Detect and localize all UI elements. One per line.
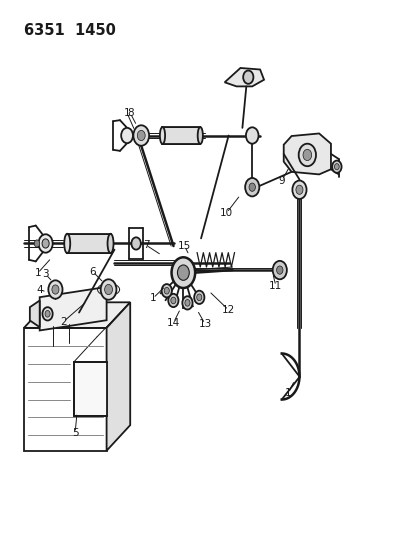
Circle shape: [245, 178, 258, 196]
Text: 13: 13: [198, 319, 211, 329]
Text: 11: 11: [269, 281, 282, 291]
Text: 5: 5: [72, 428, 78, 438]
Polygon shape: [106, 302, 130, 451]
Polygon shape: [24, 328, 106, 451]
Circle shape: [295, 185, 302, 195]
Polygon shape: [224, 68, 263, 86]
Text: 1: 1: [149, 293, 156, 303]
Circle shape: [133, 125, 149, 146]
Circle shape: [302, 149, 311, 160]
Text: 8: 8: [127, 108, 133, 118]
Circle shape: [248, 183, 255, 191]
Circle shape: [292, 181, 306, 199]
Circle shape: [334, 164, 338, 170]
Circle shape: [104, 285, 112, 295]
Text: 10: 10: [220, 208, 233, 218]
Polygon shape: [24, 302, 130, 328]
Circle shape: [52, 285, 59, 294]
Text: 14: 14: [166, 318, 180, 328]
Ellipse shape: [197, 127, 202, 144]
Circle shape: [42, 239, 49, 248]
Circle shape: [131, 237, 141, 249]
Circle shape: [194, 290, 204, 304]
Ellipse shape: [64, 234, 70, 253]
Circle shape: [331, 160, 341, 173]
Circle shape: [171, 257, 195, 288]
Text: 12: 12: [221, 305, 235, 315]
Circle shape: [43, 307, 52, 320]
Circle shape: [184, 300, 189, 306]
Text: 6: 6: [89, 266, 96, 277]
Text: 1: 1: [124, 108, 130, 118]
Circle shape: [177, 265, 189, 280]
Text: 3: 3: [42, 269, 49, 279]
Text: 6351  1450: 6351 1450: [24, 23, 115, 38]
Circle shape: [298, 144, 315, 166]
Circle shape: [168, 294, 178, 307]
Circle shape: [161, 284, 171, 297]
Circle shape: [171, 297, 175, 304]
Circle shape: [245, 127, 258, 144]
Text: 1: 1: [34, 268, 41, 278]
Circle shape: [101, 279, 116, 300]
Circle shape: [38, 235, 52, 253]
Polygon shape: [73, 362, 106, 416]
Circle shape: [34, 240, 40, 247]
Circle shape: [182, 296, 192, 310]
Circle shape: [121, 128, 133, 143]
Text: 7: 7: [142, 240, 149, 250]
Polygon shape: [162, 127, 200, 144]
Circle shape: [137, 131, 145, 141]
Circle shape: [164, 287, 169, 294]
Ellipse shape: [160, 127, 165, 144]
Circle shape: [276, 266, 282, 274]
Polygon shape: [30, 301, 40, 327]
Circle shape: [196, 294, 201, 301]
Circle shape: [48, 280, 62, 298]
Circle shape: [243, 70, 253, 84]
Text: 4: 4: [36, 285, 43, 295]
Polygon shape: [283, 133, 330, 174]
Ellipse shape: [107, 234, 113, 253]
Text: 2: 2: [60, 317, 66, 327]
Circle shape: [272, 261, 286, 279]
Polygon shape: [40, 287, 106, 330]
Text: 1: 1: [284, 388, 291, 398]
Circle shape: [45, 311, 50, 317]
Text: 15: 15: [178, 241, 191, 251]
Text: 9: 9: [278, 175, 284, 185]
Polygon shape: [67, 234, 110, 253]
